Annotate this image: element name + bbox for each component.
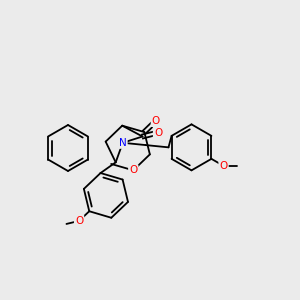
- Text: O: O: [152, 116, 160, 126]
- Text: N: N: [119, 138, 127, 148]
- Text: O: O: [154, 128, 162, 138]
- Text: O: O: [219, 161, 228, 171]
- Text: O: O: [129, 165, 137, 175]
- Text: O: O: [75, 216, 83, 226]
